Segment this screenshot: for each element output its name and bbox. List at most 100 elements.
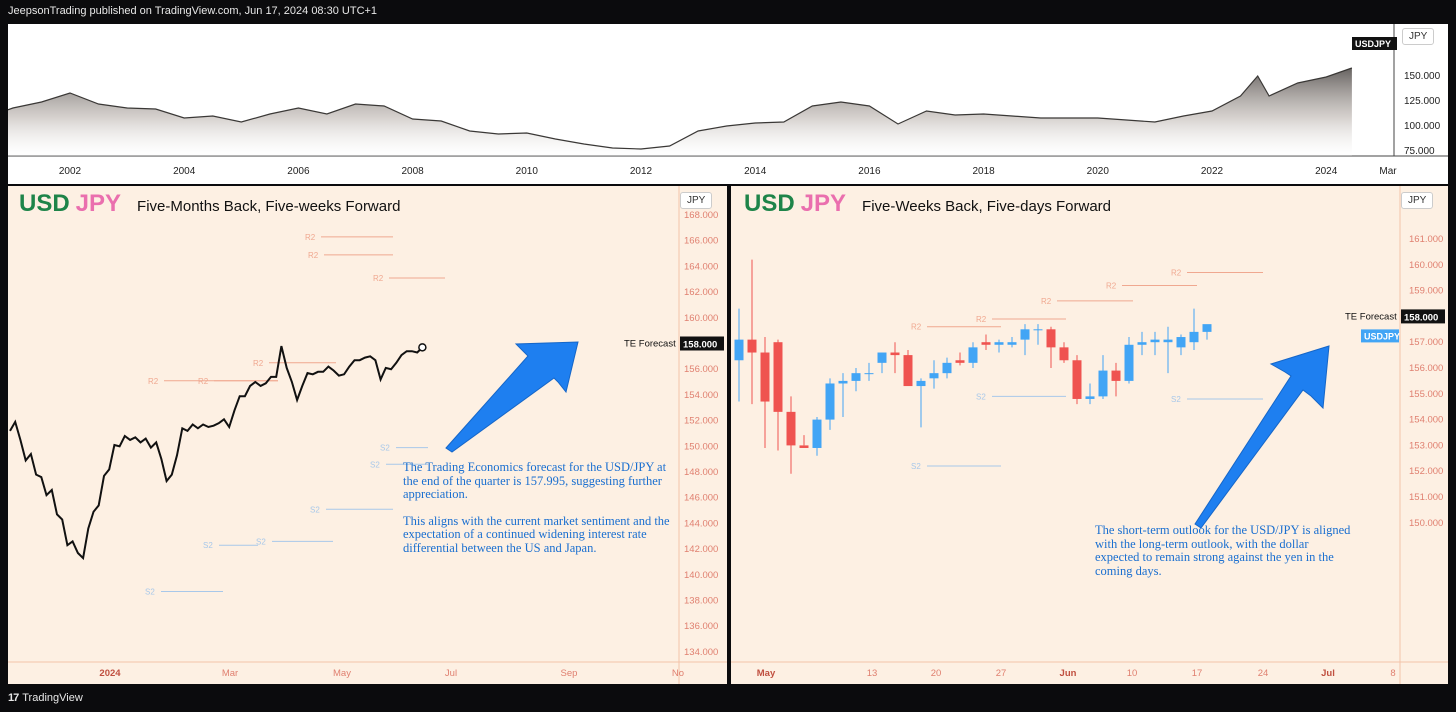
overview-x-tick: 2008	[401, 166, 424, 177]
right-y-tick: 161.000	[1409, 234, 1443, 245]
left-y-tick: 152.000	[684, 416, 718, 427]
right-candle-body	[890, 352, 900, 356]
right-s2-label: S2	[976, 392, 986, 401]
right-y-tick: 155.000	[1409, 389, 1443, 400]
right-s2-label: S2	[911, 462, 921, 471]
left-last-price-dot	[418, 343, 427, 352]
right-currency-button[interactable]: JPY	[1401, 192, 1434, 209]
right-candle-body	[1163, 339, 1173, 343]
left-y-tick: 144.000	[684, 518, 718, 529]
right-candle-body	[812, 419, 822, 448]
right-x-tick: 24	[1258, 668, 1269, 679]
left-x-tick: Sep	[561, 668, 578, 679]
overview-x-tick: 2010	[516, 166, 539, 177]
overview-y-tick: 100.000	[1404, 121, 1441, 132]
left-x-tick: Jul	[445, 668, 457, 679]
right-forecast-label: TE Forecast	[1345, 311, 1397, 322]
right-candle-body	[1098, 370, 1108, 397]
right-y-tick: 154.000	[1409, 415, 1443, 426]
left-chart-panel: 168.000 166.000 164.000 162.000 160.000 158.0…	[8, 186, 727, 684]
overview-area-fill	[8, 68, 1352, 156]
right-note: The short-term outlook for the USD/JPY i…	[1095, 523, 1351, 578]
left-y-tick: 138.000	[684, 596, 718, 607]
right-candle-body	[955, 360, 965, 363]
right-candle-body	[786, 411, 796, 446]
left-title: USD JPY Five-Months Back, Five-weeks For…	[19, 190, 400, 218]
left-s2-label: S2	[380, 444, 390, 453]
right-candle-body	[916, 380, 926, 387]
right-y-tick: 157.000	[1409, 337, 1443, 348]
tradingview-brand[interactable]: TradingView	[22, 692, 83, 704]
right-candle-body	[1072, 360, 1082, 399]
overview-currency-button[interactable]: JPY	[1402, 28, 1435, 45]
right-forecast-value-bg	[1401, 309, 1445, 324]
left-price-line	[9, 345, 424, 561]
footer: 17 TradingView	[8, 692, 83, 704]
right-s2-label: S2	[1171, 395, 1181, 404]
right-symbol-tag: USDJPY	[1364, 331, 1400, 341]
left-y-tick: 134.000	[684, 647, 718, 658]
right-x-tick: 8	[1390, 668, 1395, 679]
right-candle-body	[994, 342, 1004, 345]
right-candle-body	[942, 362, 952, 374]
right-candle-body	[747, 339, 757, 353]
right-candle-body	[1176, 337, 1186, 348]
right-candle-body	[903, 355, 913, 387]
right-candle-body	[1020, 329, 1030, 340]
overview-y-tick: 150.000	[1404, 71, 1441, 82]
overview-x-tick: 2022	[1201, 166, 1224, 177]
right-y-tick: 159.000	[1409, 286, 1443, 297]
publish-header: JeepsonTrading published on TradingView.…	[8, 5, 378, 17]
right-y-tick: 151.000	[1409, 492, 1443, 503]
right-y-tick: 152.000	[1409, 466, 1443, 477]
left-r2-label: R2	[373, 274, 384, 283]
left-forecast-value-bg	[680, 336, 724, 351]
left-note: The Trading Economics forecast for the U…	[403, 460, 678, 555]
overview-x-tick: 2020	[1087, 166, 1110, 177]
right-candle-body	[773, 342, 783, 412]
right-r2-label: R2	[1041, 297, 1052, 306]
left-y-tick: 156.000	[684, 364, 718, 375]
right-y-tick: 153.000	[1409, 440, 1443, 451]
overview-y-tick: 75.000	[1404, 146, 1435, 157]
left-s2-label: S2	[256, 537, 266, 546]
left-y-tick: 166.000	[684, 236, 718, 247]
right-candle-body	[1007, 342, 1017, 345]
left-r2-label: R2	[148, 377, 159, 386]
left-title-usd: USD	[19, 190, 70, 217]
right-x-tick: 10	[1127, 668, 1138, 679]
right-forecast-value: 158.000	[1404, 312, 1438, 323]
left-s2-label: S2	[203, 541, 213, 550]
right-candle-body	[1111, 370, 1121, 381]
left-y-tick: 140.000	[684, 570, 718, 581]
left-currency-button[interactable]: JPY	[680, 192, 713, 209]
overview-x-tick: 2016	[858, 166, 881, 177]
right-candle-body	[1033, 329, 1043, 331]
left-y-tick: 162.000	[684, 287, 718, 298]
right-candle-body	[1137, 342, 1147, 345]
right-candle-body	[799, 445, 809, 448]
right-title-usd: USD	[744, 190, 795, 217]
right-y-tick: 150.000	[1409, 518, 1443, 529]
right-candle-body	[838, 380, 848, 384]
right-r2-label: R2	[1106, 281, 1117, 290]
right-candle-body	[877, 352, 887, 363]
left-y-tick: 142.000	[684, 544, 718, 555]
overview-x-tick: 2002	[59, 166, 82, 177]
right-x-tick: 20	[931, 668, 942, 679]
right-y-tick: 160.000	[1409, 260, 1443, 271]
left-r2-label: R2	[198, 377, 209, 386]
right-candle-body	[1059, 347, 1069, 361]
right-x-tick: Jun	[1060, 668, 1077, 679]
left-x-tick: May	[333, 668, 351, 679]
left-y-tick: 160.000	[684, 313, 718, 324]
right-x-tick: May	[757, 668, 776, 679]
right-r2-label: R2	[911, 323, 922, 332]
right-candle-body	[1150, 339, 1160, 343]
left-y-tick: 148.000	[684, 467, 718, 478]
left-s2-label: S2	[310, 505, 320, 514]
overview-x-tick: 2012	[630, 166, 653, 177]
overview-x-tick: 2024	[1315, 166, 1338, 177]
right-r2-label: R2	[976, 315, 987, 324]
right-forecast-arrow-icon	[1194, 345, 1330, 529]
